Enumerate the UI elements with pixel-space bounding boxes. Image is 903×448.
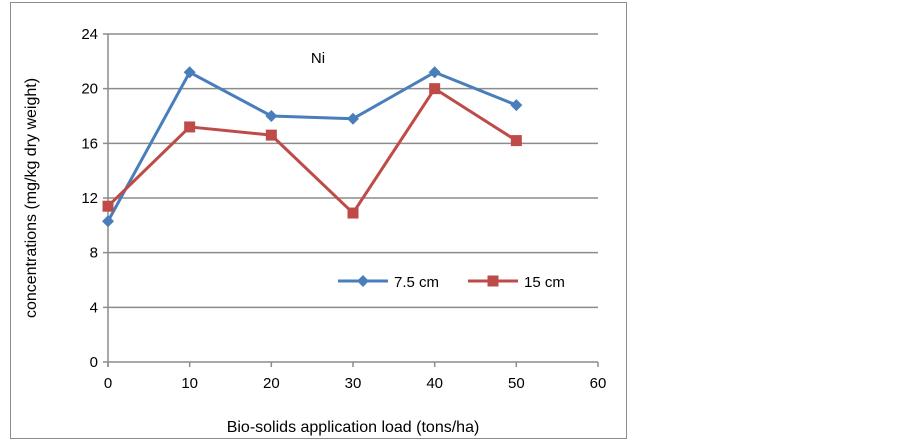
series-7-5cm — [102, 66, 523, 228]
y-tick-label: 12 — [81, 190, 98, 207]
x-tick-label: 40 — [426, 375, 443, 392]
x-tick-label: 0 — [104, 375, 112, 392]
data-point — [184, 121, 196, 133]
x-tick-label: 50 — [508, 375, 525, 392]
chart-frame — [10, 2, 627, 439]
legend-label: 7.5 cm — [394, 274, 439, 291]
y-tick-label: 20 — [81, 81, 98, 98]
series-15cm — [102, 83, 522, 219]
y-tick-label: 8 — [90, 245, 98, 262]
x-tick-label: 30 — [345, 375, 362, 392]
x-tick-label: 20 — [263, 375, 280, 392]
y-tick-label: 0 — [90, 354, 98, 371]
data-point — [102, 215, 114, 228]
legend-marker — [357, 275, 369, 287]
data-point — [183, 66, 196, 79]
legend-label: 15 cm — [524, 274, 565, 291]
data-point — [265, 110, 278, 122]
data-point — [510, 99, 523, 112]
data-point — [510, 135, 522, 147]
data-point — [428, 66, 441, 79]
data-point — [347, 207, 359, 219]
y-axis-label: concentrations (mg/kg dry weight) — [23, 78, 40, 318]
chart-title: Ni — [311, 50, 325, 67]
x-axis-label: Bio-solids application load (tons/ha) — [227, 419, 480, 436]
y-tick-label: 16 — [81, 135, 98, 152]
x-tick-label: 60 — [590, 375, 607, 392]
y-tick-label: 4 — [90, 299, 98, 316]
series-line — [106, 70, 517, 222]
data-point — [102, 200, 114, 212]
data-point — [429, 83, 441, 95]
legend-marker — [487, 275, 499, 287]
series-line — [106, 87, 518, 215]
x-tick-label: 10 — [181, 375, 198, 392]
y-tick-label: 24 — [81, 26, 98, 43]
data-point — [347, 112, 359, 125]
data-point — [265, 129, 277, 141]
